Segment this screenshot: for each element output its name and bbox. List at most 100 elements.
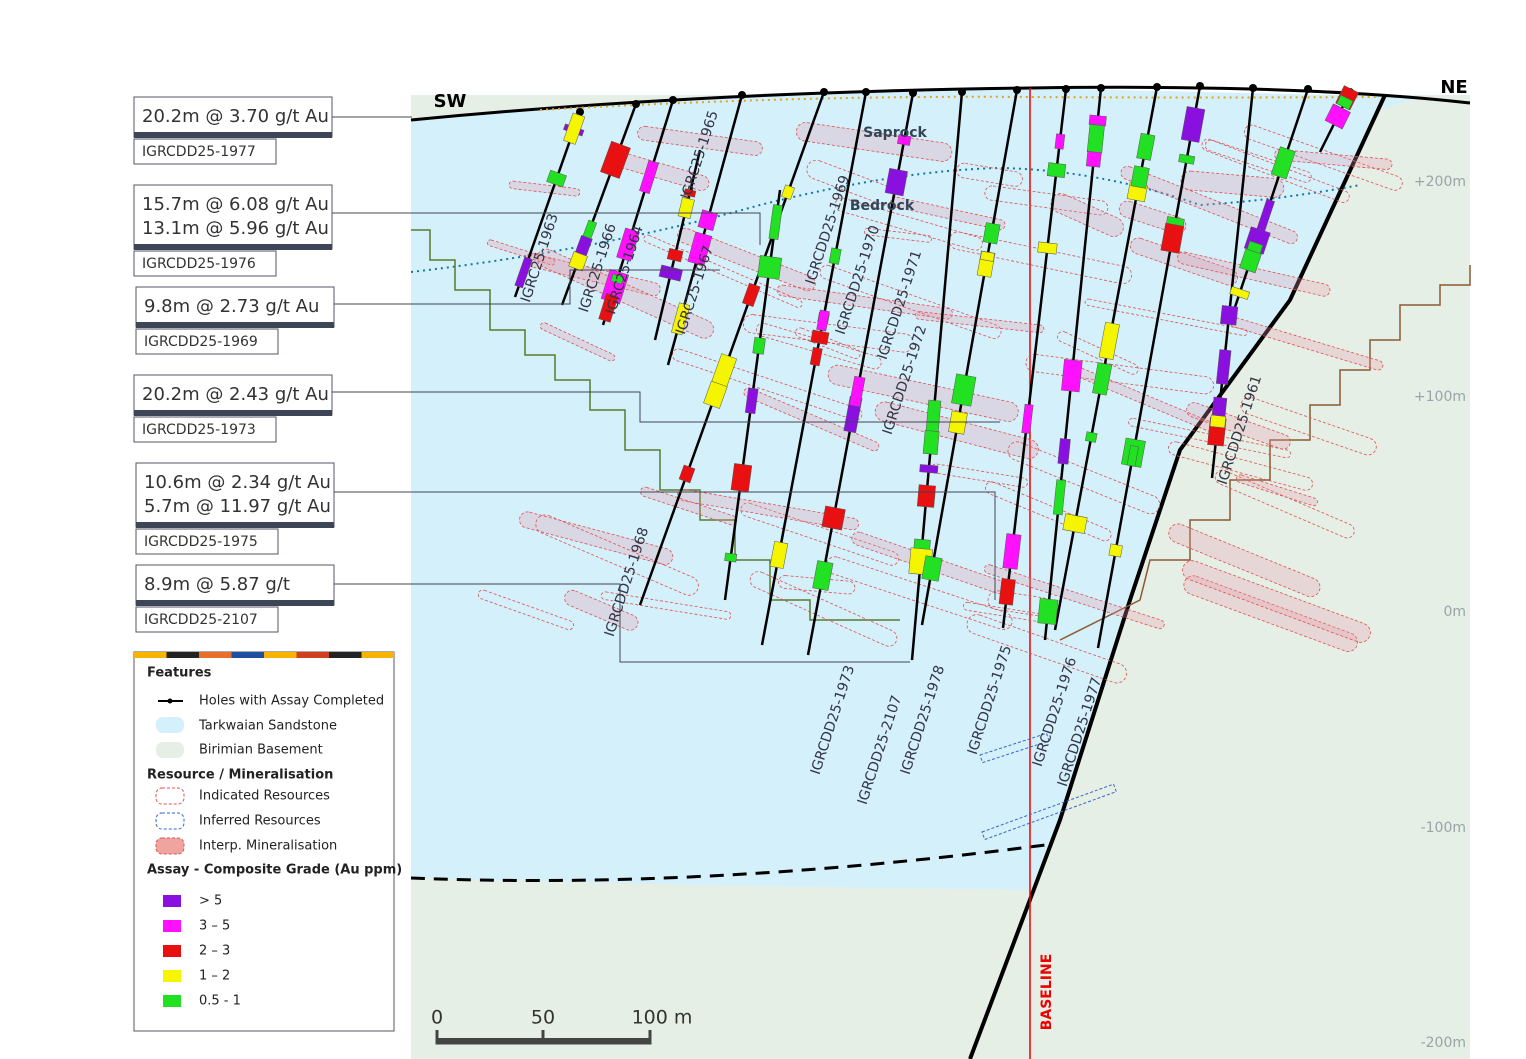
mineralisation [1274,149,1393,170]
legend-title: Assay - Composite Grade (Au ppm) [147,863,402,878]
assay-interval [1180,106,1206,143]
legend-stripe [166,652,199,658]
assay-interval [1178,153,1196,165]
collar [669,96,677,104]
hole-box [133,138,277,165]
callout-hole: IGRCDD25-1969 [144,334,258,350]
collar [958,88,966,96]
callout: 20.2m @ 2.43 g/t Au IGRCDD25-1973 [133,374,1000,443]
mineralisation [1025,353,1215,395]
callout-box [135,462,335,528]
legend-item: 1 – 2 [199,969,230,984]
mineralisation [477,589,574,631]
assay-interval [1126,445,1139,467]
assay-interval [752,336,766,355]
mineralisation [755,322,882,370]
intercept: 20.2m @ 2.43 g/t Au [142,384,329,405]
intercept: 10.6m @ 2.34 g/t Au [144,472,331,493]
leader-line [332,269,720,305]
pit-shell [411,229,900,621]
mineralisation [535,514,699,596]
collar [1097,84,1105,92]
callout-bar [134,410,332,416]
assay-interval [1246,240,1264,254]
assay-interval [1336,94,1354,110]
assay-interval [884,167,908,197]
assay-interval [1037,241,1058,255]
assay-interval [1037,598,1059,625]
mineralisation [863,227,932,243]
mineralisation [539,322,616,362]
assay-interval [1021,403,1034,434]
legend-swatch [163,970,181,982]
legend-swatch [167,698,173,704]
legend-stripe [264,652,297,658]
legend-swatch [155,812,185,830]
assay-interval [781,184,795,200]
assay-interval [828,247,842,265]
saprock-line [539,95,1381,111]
legend-stripe [296,652,329,658]
assay-interval [812,560,834,591]
collar [1153,83,1161,91]
callout-box [135,286,335,328]
assay-interval [658,264,683,282]
collar [909,89,917,97]
mineralisation [1182,560,1371,643]
legend-swatch [155,787,185,805]
assay-interval [816,309,830,332]
mineralisation [1180,170,1285,198]
intercept: 15.7m @ 6.08 g/t Au [142,194,329,215]
mineralisation [987,590,1051,617]
elevation-label: -200m [1421,1035,1466,1051]
legend-item: Holes with Assay Completed [199,694,384,709]
hole-box [133,250,277,277]
callout-bar [136,322,334,328]
assay-interval [1108,543,1123,558]
assay-interval [821,505,846,531]
collar [1196,82,1204,90]
assay-interval [922,430,940,455]
callout-bar [134,132,332,138]
legend-item: 0.5 - 1 [199,994,241,1009]
mineralisation [834,197,983,251]
mineralisation [966,614,1127,684]
assay-interval [703,380,728,409]
leader-line [332,583,910,663]
mineralisation [677,227,816,292]
assay-interval [1136,132,1156,161]
assay-interval [1160,222,1185,254]
intercept: 5.7m @ 11.97 g/t Au [144,496,331,517]
callout: 15.7m @ 6.08 g/t Au 13.1m @ 5.96 g/t Au IG… [133,184,761,277]
callout-box [133,184,333,250]
legend-stripe [329,652,362,658]
saprock-label: Saprock [863,125,927,141]
mineralisation [890,196,1006,231]
legend-swatch [163,995,181,1007]
scale-label: 100 m [632,1007,693,1029]
hole-box [135,328,279,355]
callout-hole: IGRCDD25-1977 [142,144,256,160]
mineralisation [1183,575,1358,652]
drill-hole [653,149,702,341]
hole-box [135,606,279,633]
mineralisation [740,502,900,566]
collar [1304,85,1312,93]
assay-interval [1052,479,1066,516]
tarkwaian-sandstone [411,88,1420,890]
assay-interval [730,463,753,493]
assay-interval [809,346,823,367]
legend-item: Indicated Resources [199,789,330,804]
collar [1013,86,1021,94]
assay-interval [568,251,588,272]
assay-interval [1046,162,1067,178]
mineralisation [749,571,898,647]
mineralisation [1243,124,1403,191]
elevation-label: +200m [1414,174,1466,190]
collar [820,88,828,96]
bedrock-label: Bedrock [850,198,915,214]
assay-interval [919,464,939,474]
assay-interval [1209,414,1227,429]
assay-interval [742,282,761,307]
assay-interval [744,387,759,415]
